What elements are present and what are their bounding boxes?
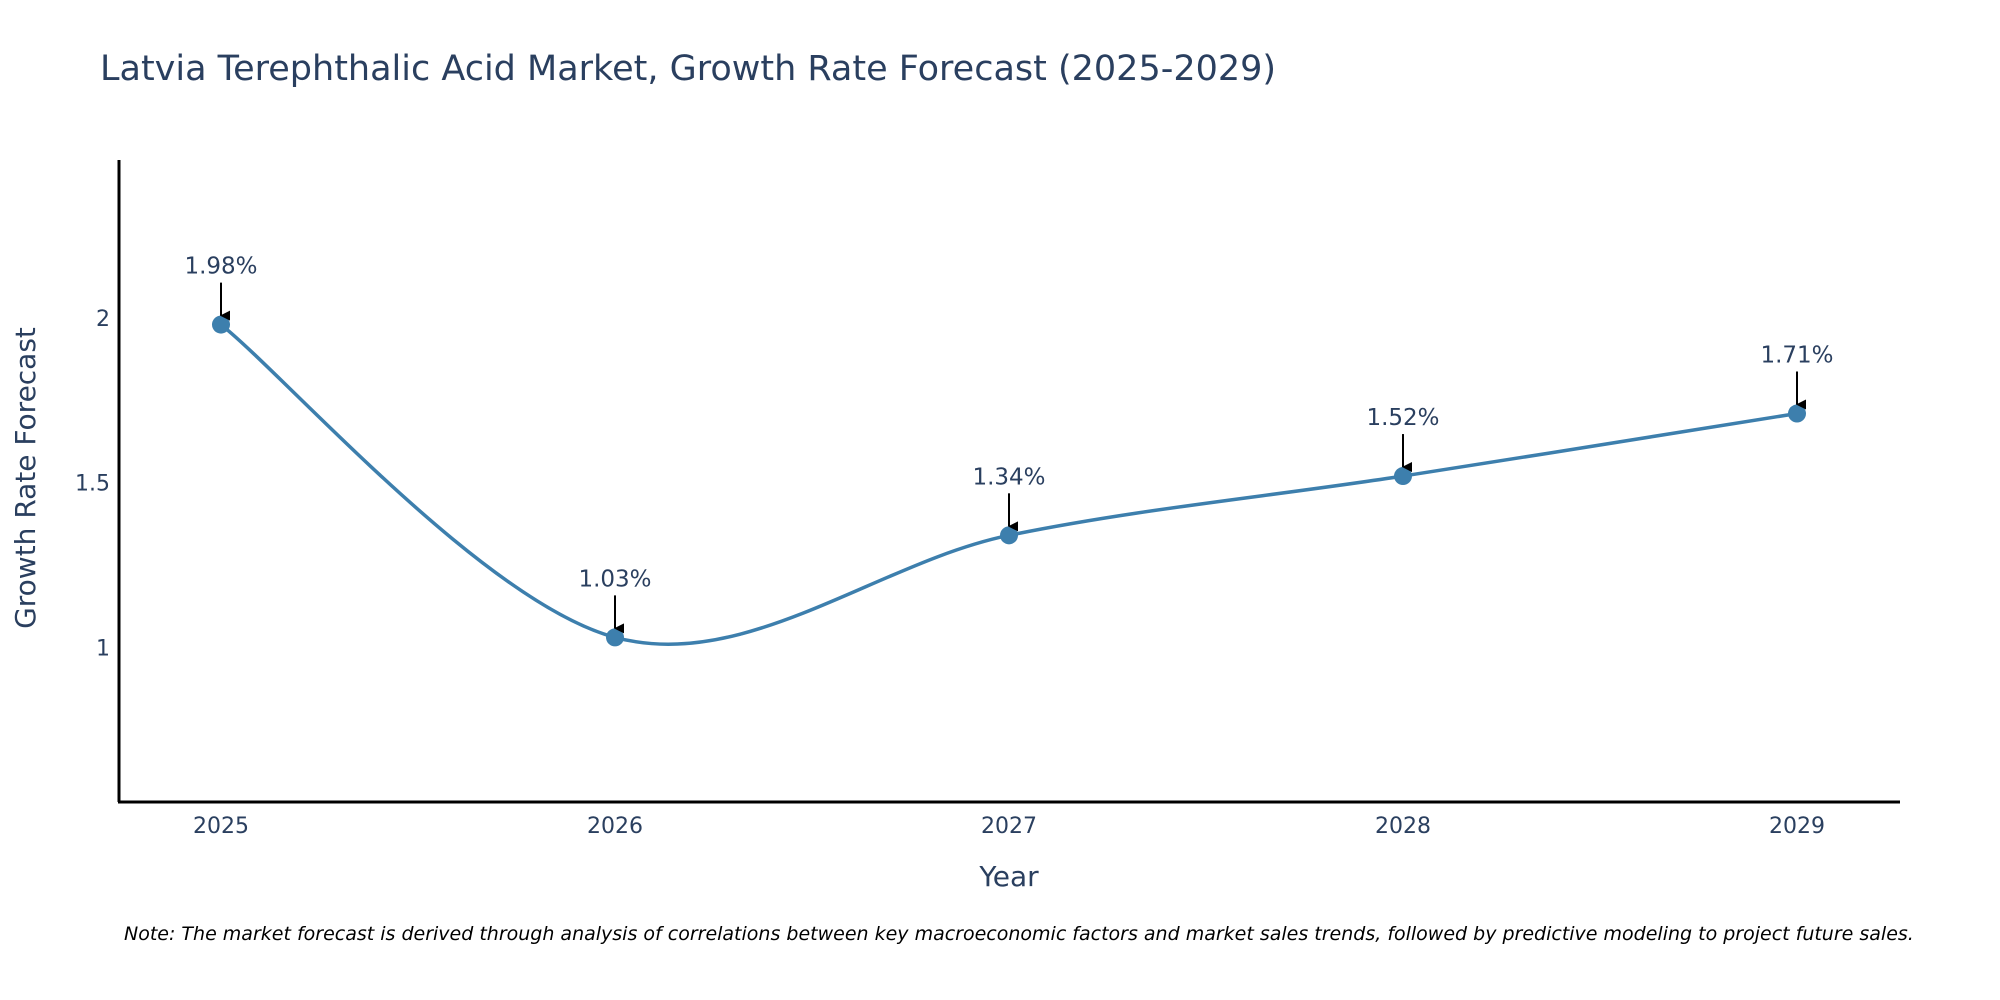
data-point-marker [1788,404,1806,423]
x-axis-title: Year [978,860,1039,893]
x-tick-label: 2027 [981,814,1037,839]
data-point-marker [1394,467,1412,486]
data-value-label: 1.71% [1760,343,1833,369]
data-value-label: 1.98% [184,254,257,280]
y-axis-title: Growth Rate Forecast [9,327,42,629]
data-point-marker [606,628,624,647]
data-point-marker [1000,526,1018,545]
data-value-label: 1.52% [1366,405,1439,431]
x-tick-label: 2025 [193,814,249,839]
y-tick-label: 2 [96,307,110,332]
y-tick-labels: 11.52 [75,307,110,661]
chart-title: Latvia Terephthalic Acid Market, Growth … [100,49,1276,89]
data-value-label: 1.34% [972,464,1045,490]
x-tick-label: 2029 [1769,814,1825,839]
data-value-label: 1.03% [578,566,651,592]
x-tick-label: 2028 [1375,814,1431,839]
x-tick-label: 2026 [587,814,643,839]
y-tick-label: 1 [96,636,110,661]
data-point-marker [212,315,230,334]
x-tick-labels: 2025 2026 2027 2028 2029 [193,814,1825,839]
y-tick-label: 1.5 [75,472,110,497]
data-annotations: 1.98% 1.03% 1.34% 1.52% 1.71% [184,254,1834,634]
footnote: Note: The market forecast is derived thr… [124,923,1914,945]
plot-area: 11.52 2025 2026 2027 2028 2029 1.98%1.03%1.3… [75,160,1900,839]
series-line [219,323,1798,646]
